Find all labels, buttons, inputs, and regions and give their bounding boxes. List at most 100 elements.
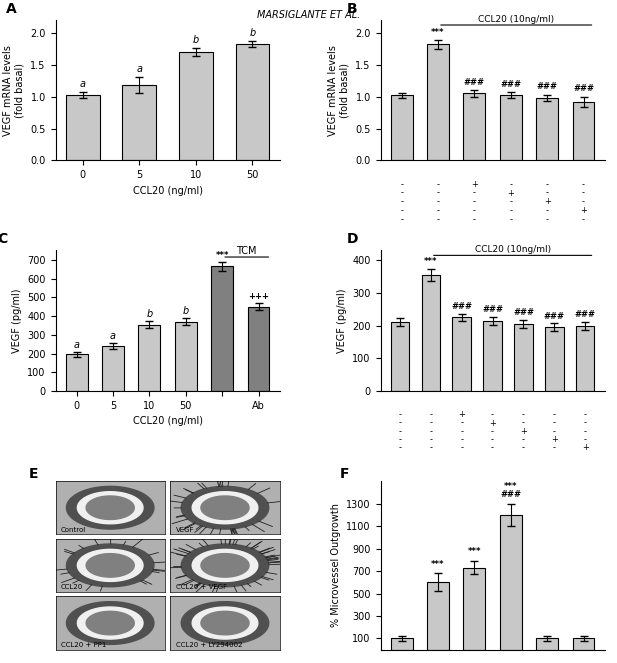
Bar bbox=[391, 95, 413, 160]
Text: +: + bbox=[458, 410, 465, 420]
Text: +: + bbox=[580, 206, 587, 215]
Text: -: - bbox=[460, 418, 463, 428]
Text: D: D bbox=[347, 233, 358, 247]
Text: -: - bbox=[400, 198, 403, 206]
Bar bbox=[421, 275, 440, 391]
Text: b: b bbox=[146, 309, 152, 319]
Text: -: - bbox=[429, 427, 433, 436]
Text: MARSIGLANTE ET AL.: MARSIGLANTE ET AL. bbox=[257, 10, 360, 20]
Text: ###: ### bbox=[482, 305, 503, 314]
Text: ###: ### bbox=[544, 312, 565, 321]
Bar bbox=[391, 322, 409, 391]
Text: -: - bbox=[491, 427, 494, 436]
Text: -: - bbox=[545, 188, 549, 198]
Polygon shape bbox=[67, 487, 154, 529]
Text: -: - bbox=[522, 418, 525, 428]
Polygon shape bbox=[193, 492, 258, 524]
Bar bbox=[500, 514, 522, 650]
Text: -: - bbox=[460, 435, 463, 444]
Text: a: a bbox=[73, 340, 80, 350]
Text: +: + bbox=[507, 188, 514, 198]
Text: ###: ### bbox=[464, 78, 485, 87]
Text: -: - bbox=[429, 435, 433, 444]
Text: -: - bbox=[509, 180, 512, 189]
Bar bbox=[483, 321, 502, 391]
Text: -: - bbox=[473, 215, 476, 223]
Text: b: b bbox=[193, 35, 199, 45]
Polygon shape bbox=[77, 607, 143, 639]
Bar bbox=[463, 93, 486, 160]
Bar bbox=[536, 98, 558, 160]
Text: +: + bbox=[471, 180, 478, 189]
Text: -: - bbox=[582, 198, 585, 206]
Text: ***: *** bbox=[424, 257, 437, 267]
Text: a: a bbox=[80, 79, 86, 89]
X-axis label: CCL20 (ng/ml): CCL20 (ng/ml) bbox=[133, 186, 202, 196]
Text: VEGF: VEGF bbox=[176, 527, 194, 533]
Text: -: - bbox=[584, 435, 587, 444]
Text: +: + bbox=[489, 418, 496, 428]
Text: -: - bbox=[584, 418, 587, 428]
Bar bbox=[236, 44, 270, 160]
Bar bbox=[211, 267, 233, 391]
Text: ###: ### bbox=[500, 80, 521, 89]
Polygon shape bbox=[86, 554, 135, 577]
Text: TCM: TCM bbox=[236, 247, 256, 257]
Text: -: - bbox=[582, 180, 585, 189]
Polygon shape bbox=[67, 602, 154, 644]
Text: -: - bbox=[582, 188, 585, 198]
Text: -: - bbox=[400, 215, 403, 223]
Text: -: - bbox=[436, 180, 439, 189]
Text: CCL20 + PP1: CCL20 + PP1 bbox=[61, 642, 106, 648]
Text: -: - bbox=[584, 427, 587, 436]
Text: ###: ### bbox=[537, 82, 558, 91]
Text: -: - bbox=[522, 435, 525, 444]
Bar bbox=[179, 52, 213, 160]
Bar bbox=[138, 324, 160, 391]
Text: -: - bbox=[399, 435, 402, 444]
Polygon shape bbox=[201, 554, 249, 577]
Text: -: - bbox=[429, 443, 433, 452]
Text: -: - bbox=[436, 198, 439, 206]
Text: ###: ### bbox=[451, 302, 472, 311]
Bar bbox=[576, 326, 594, 391]
Bar bbox=[247, 307, 270, 391]
Text: -: - bbox=[473, 206, 476, 215]
Polygon shape bbox=[77, 492, 143, 524]
Text: -: - bbox=[553, 443, 556, 452]
Text: ***: *** bbox=[431, 27, 445, 36]
Text: -: - bbox=[473, 198, 476, 206]
Text: ###: ### bbox=[500, 490, 521, 499]
Bar bbox=[452, 318, 471, 391]
Text: -: - bbox=[545, 206, 549, 215]
Polygon shape bbox=[77, 550, 143, 581]
Polygon shape bbox=[181, 544, 269, 587]
Text: CCL20 (10ng/ml): CCL20 (10ng/ml) bbox=[474, 245, 551, 255]
Bar bbox=[66, 355, 88, 391]
Bar bbox=[536, 638, 558, 650]
Text: -: - bbox=[400, 206, 403, 215]
Polygon shape bbox=[181, 602, 269, 644]
Text: -: - bbox=[509, 206, 512, 215]
Text: Control: Control bbox=[61, 527, 86, 533]
Text: A: A bbox=[6, 2, 17, 16]
Text: ###: ### bbox=[574, 310, 595, 319]
Bar bbox=[102, 346, 124, 391]
Text: ###: ### bbox=[513, 308, 534, 318]
Text: ###: ### bbox=[573, 84, 594, 93]
Bar bbox=[427, 582, 449, 650]
Text: -: - bbox=[436, 206, 439, 215]
Text: b: b bbox=[249, 28, 255, 38]
Text: +++: +++ bbox=[248, 292, 269, 301]
Bar bbox=[175, 322, 197, 391]
Bar bbox=[463, 568, 486, 650]
Polygon shape bbox=[67, 544, 154, 587]
Polygon shape bbox=[181, 487, 269, 529]
Text: -: - bbox=[436, 188, 439, 198]
Text: -: - bbox=[491, 435, 494, 444]
Bar bbox=[514, 324, 532, 391]
Text: a: a bbox=[110, 331, 116, 341]
Text: -: - bbox=[436, 215, 439, 223]
Text: -: - bbox=[491, 443, 494, 452]
Text: -: - bbox=[509, 215, 512, 223]
